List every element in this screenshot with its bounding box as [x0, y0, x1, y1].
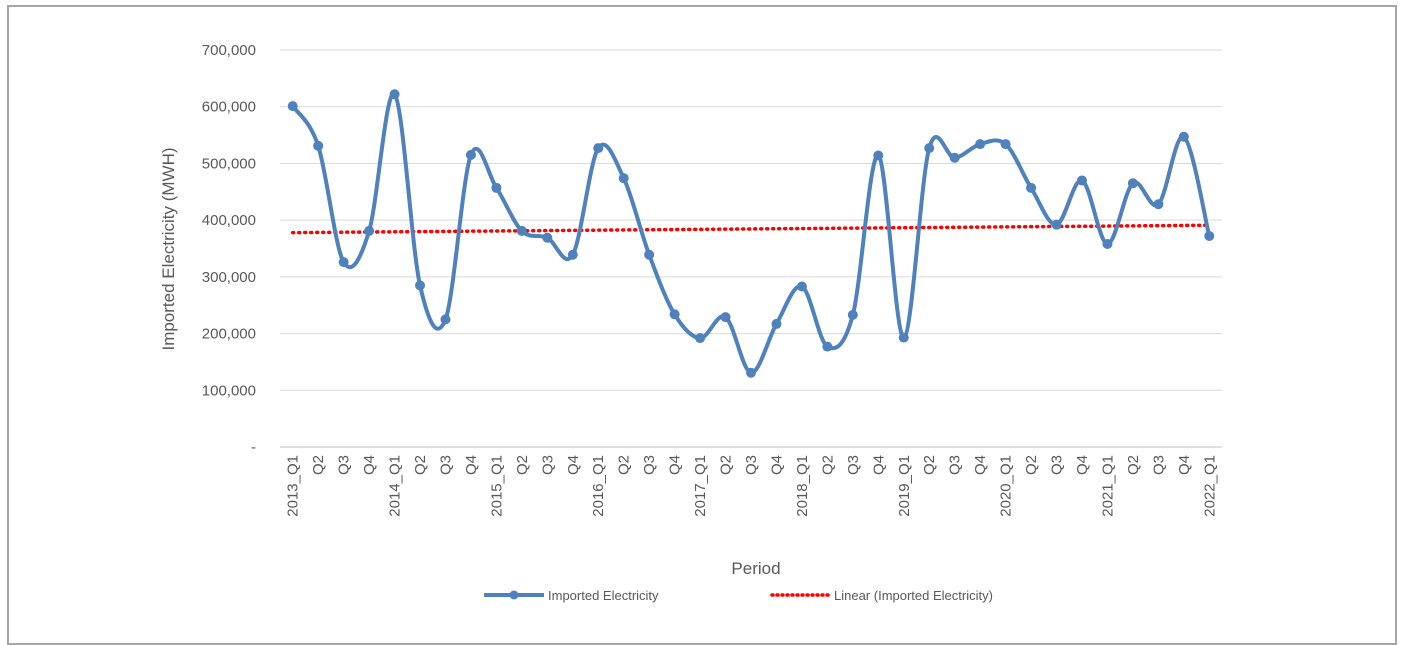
x-tick-label: Q3 — [845, 455, 862, 475]
chart-svg: - 100,000 200,000 300,000 400,000 500,000 600,… — [159, 42, 1222, 603]
y-tick-label: 500,000 — [202, 155, 256, 172]
x-tick-label: 2018_Q1 — [794, 455, 811, 517]
x-tick-label: Q4 — [768, 455, 785, 475]
x-tick-label: Q4 — [361, 455, 378, 475]
data-point — [313, 140, 324, 151]
data-point — [1127, 178, 1138, 189]
x-tick-label: Q4 — [870, 455, 887, 475]
data-point — [440, 314, 451, 325]
data-point — [567, 249, 578, 260]
data-point — [593, 143, 604, 154]
x-tick-label: 2014_Q1 — [387, 455, 404, 517]
x-tick-label: Q4 — [972, 455, 989, 475]
legend: Imported Electricity Linear (Imported El… — [484, 588, 993, 603]
x-tick-label: Q2 — [1125, 455, 1142, 475]
data-point — [618, 173, 629, 184]
data-point — [975, 139, 986, 150]
data-point — [389, 89, 400, 100]
x-tick-label: 2013_Q1 — [285, 455, 302, 517]
data-point — [720, 312, 731, 323]
x-tick-label: Q2 — [921, 455, 938, 475]
data-point — [949, 152, 960, 163]
y-axis-title: Imported Electricity (MWH) — [159, 147, 178, 350]
x-tick-label: Q2 — [819, 455, 836, 475]
trendline-linear — [290, 223, 1212, 235]
data-point — [1000, 139, 1011, 150]
x-tick-label: Q3 — [641, 455, 658, 475]
x-tick-label: Q3 — [437, 455, 454, 475]
y-tick-label: 400,000 — [202, 212, 256, 229]
legend-label-linear-trend: Linear (Imported Electricity) — [834, 588, 993, 603]
x-tick-label: Q2 — [1023, 455, 1040, 475]
data-point — [771, 318, 782, 329]
x-tick-label: Q2 — [310, 455, 327, 475]
y-tick-label: - — [251, 439, 256, 456]
data-point — [1076, 175, 1087, 186]
x-tick-label: Q2 — [412, 455, 429, 475]
data-point — [491, 182, 502, 193]
x-tick-label: Q3 — [336, 455, 353, 475]
y-axis: - 100,000 200,000 300,000 400,000 500,000 600,… — [202, 42, 256, 456]
data-point — [338, 257, 349, 268]
x-axis: 2013_Q1 Q2 Q3 Q4 2014_Q1 Q2 Q3 Q4 2015_Q1 Q2 Q3 Q4 2… — [285, 455, 1219, 517]
x-tick-label: Q4 — [1074, 455, 1091, 475]
data-point — [695, 333, 706, 344]
data-point — [796, 281, 807, 292]
x-tick-label: Q4 — [565, 455, 582, 475]
y-tick-label: 200,000 — [202, 326, 256, 343]
gridlines — [280, 49, 1222, 448]
y-tick-label: 700,000 — [202, 42, 256, 59]
data-point — [1204, 231, 1215, 242]
data-point — [1026, 182, 1037, 193]
x-tick-label: Q2 — [616, 455, 633, 475]
data-point — [746, 367, 756, 378]
x-axis-title: Period — [731, 559, 780, 578]
data-point — [898, 332, 909, 343]
x-tick-label: 2022_Q1 — [1201, 455, 1218, 517]
x-tick-label: Q2 — [514, 455, 531, 475]
x-tick-label: Q2 — [718, 455, 735, 475]
data-point — [415, 280, 426, 291]
series-line-imported-electricity — [291, 92, 1212, 375]
data-point — [847, 309, 858, 320]
data-point — [644, 249, 655, 260]
x-tick-label: 2015_Q1 — [488, 455, 505, 517]
y-tick-label: 100,000 — [202, 382, 256, 399]
x-tick-label: Q3 — [1150, 455, 1167, 475]
y-tick-label: 600,000 — [202, 99, 256, 116]
x-tick-label: Q3 — [539, 455, 556, 475]
x-tick-label: Q3 — [947, 455, 964, 475]
data-point — [924, 143, 935, 154]
data-point — [1178, 131, 1189, 142]
data-point — [516, 225, 527, 236]
data-point — [465, 149, 476, 160]
x-tick-label: Q4 — [463, 455, 480, 475]
x-tick-label: 2020_Q1 — [998, 455, 1015, 517]
x-tick-label: Q4 — [1176, 455, 1193, 475]
data-point — [873, 150, 884, 161]
data-point — [669, 309, 680, 320]
data-point — [542, 232, 553, 243]
x-tick-label: 2019_Q1 — [896, 455, 913, 517]
x-tick-label: 2016_Q1 — [590, 455, 607, 517]
legend-label-imported-electricity: Imported Electricity — [548, 588, 659, 603]
x-tick-label: Q4 — [667, 455, 684, 475]
data-point — [1102, 238, 1113, 249]
legend-marker-imported-electricity — [509, 590, 519, 600]
trendline — [290, 223, 1212, 235]
data-point — [1051, 219, 1062, 230]
data-point — [364, 225, 375, 236]
series-imported-electricity — [287, 89, 1215, 378]
data-point — [1153, 199, 1164, 210]
x-tick-label: 2017_Q1 — [692, 455, 709, 517]
data-point — [287, 101, 298, 112]
y-tick-label: 300,000 — [202, 269, 256, 286]
data-point — [822, 341, 833, 352]
x-tick-label: Q3 — [1049, 455, 1066, 475]
x-tick-label: Q3 — [743, 455, 760, 475]
x-tick-label: 2021_Q1 — [1099, 455, 1116, 517]
